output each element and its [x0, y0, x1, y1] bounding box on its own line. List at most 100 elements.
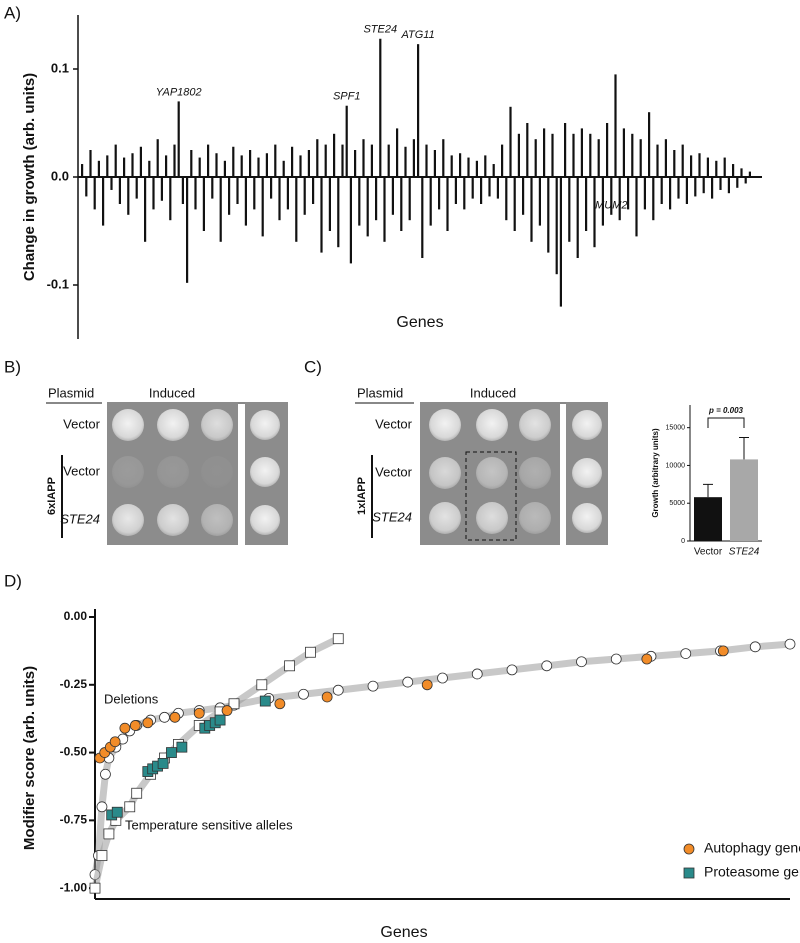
- bar: [412, 139, 415, 177]
- bar: [656, 144, 659, 177]
- bar: [648, 112, 651, 177]
- highlight-point: [321, 691, 333, 703]
- highlight-point: [111, 806, 123, 818]
- bar: [144, 177, 147, 242]
- bar: [194, 177, 197, 210]
- bar: [202, 177, 205, 231]
- highlight-point: [421, 679, 433, 691]
- curve-point: [680, 648, 692, 660]
- bar: [639, 139, 642, 177]
- column-header: Plasmid: [48, 385, 94, 400]
- bar: [135, 177, 138, 199]
- bar: [589, 133, 592, 177]
- bar: [383, 177, 386, 242]
- bar: [652, 177, 655, 221]
- highlight-point: [176, 741, 188, 753]
- bar: [572, 133, 575, 177]
- bar: [547, 177, 550, 253]
- bar: [635, 177, 638, 237]
- bar: [618, 177, 621, 221]
- bar: [484, 155, 487, 177]
- bar: [379, 38, 382, 178]
- bar: [585, 177, 588, 231]
- bar: [459, 153, 462, 177]
- yeast-spot: [572, 410, 602, 440]
- highlight-point: [129, 720, 141, 731]
- gene-label: STE24: [363, 24, 397, 36]
- bar: [106, 155, 109, 177]
- curve-point: [100, 768, 111, 780]
- highlight-point: [142, 717, 154, 729]
- bar: [404, 146, 407, 177]
- bar: [597, 139, 600, 177]
- bar: [286, 177, 289, 210]
- curve-point: [89, 882, 101, 894]
- bar: [601, 177, 604, 226]
- bar: [265, 153, 268, 177]
- highlight-point: [221, 705, 233, 716]
- group-label: 1xIAPP: [356, 477, 368, 515]
- bar: [316, 139, 319, 177]
- bar: [580, 128, 583, 177]
- row-label: Vector: [375, 464, 413, 479]
- row-label: Vector: [375, 416, 413, 431]
- yeast-spot: [476, 409, 508, 441]
- bar: [730, 459, 758, 541]
- highlight-box: [465, 451, 517, 541]
- bar: [244, 177, 247, 226]
- bar: [181, 177, 184, 204]
- curve-point: [749, 641, 761, 653]
- bar: [198, 157, 201, 177]
- curve-point: [124, 801, 136, 813]
- bar: [102, 177, 105, 226]
- bar: [85, 177, 88, 197]
- bar: [744, 177, 747, 184]
- bar: [324, 144, 327, 177]
- bar: [534, 139, 537, 177]
- yeast-spot: [157, 409, 189, 441]
- bar: [685, 177, 688, 204]
- yeast-spot: [157, 456, 189, 488]
- bar: [312, 177, 315, 204]
- bar: [438, 177, 441, 210]
- gene-label: YAP1802: [156, 86, 202, 98]
- gene-label: ATG11: [400, 29, 434, 41]
- bar: [173, 144, 176, 177]
- bar: [228, 177, 231, 215]
- bar: [320, 177, 323, 253]
- bar: [496, 177, 499, 199]
- row-label: Vector: [63, 463, 101, 478]
- bar: [240, 155, 243, 177]
- highlight-point: [214, 714, 226, 726]
- highlight-point: [119, 722, 131, 734]
- bar: [232, 146, 235, 177]
- bar: [417, 44, 420, 177]
- bar: [253, 177, 256, 210]
- yeast-spot: [572, 458, 602, 488]
- bar: [396, 128, 399, 177]
- bar: [236, 177, 239, 204]
- curve-point: [471, 668, 483, 680]
- panel-label: D): [4, 571, 22, 590]
- panel-label: B): [4, 357, 21, 376]
- yeast-spot: [112, 409, 144, 441]
- yeast-spot: [157, 504, 189, 536]
- bar: [139, 146, 142, 177]
- bar: [480, 177, 483, 204]
- bar: [513, 177, 516, 231]
- y-tick-label: 0.1: [51, 60, 69, 75]
- bar: [333, 133, 336, 177]
- bar: [631, 133, 634, 177]
- bar: [530, 177, 533, 242]
- error-bar: [703, 483, 713, 498]
- y-tick-label: -0.1: [47, 276, 69, 291]
- curve-point: [256, 679, 268, 691]
- bar: [328, 177, 331, 231]
- curve-point: [159, 711, 170, 723]
- yeast-spot: [572, 503, 602, 533]
- x-tick-label: STE24: [729, 547, 760, 558]
- curve-point: [103, 828, 115, 840]
- highlight-point: [717, 645, 729, 657]
- bar: [715, 160, 718, 177]
